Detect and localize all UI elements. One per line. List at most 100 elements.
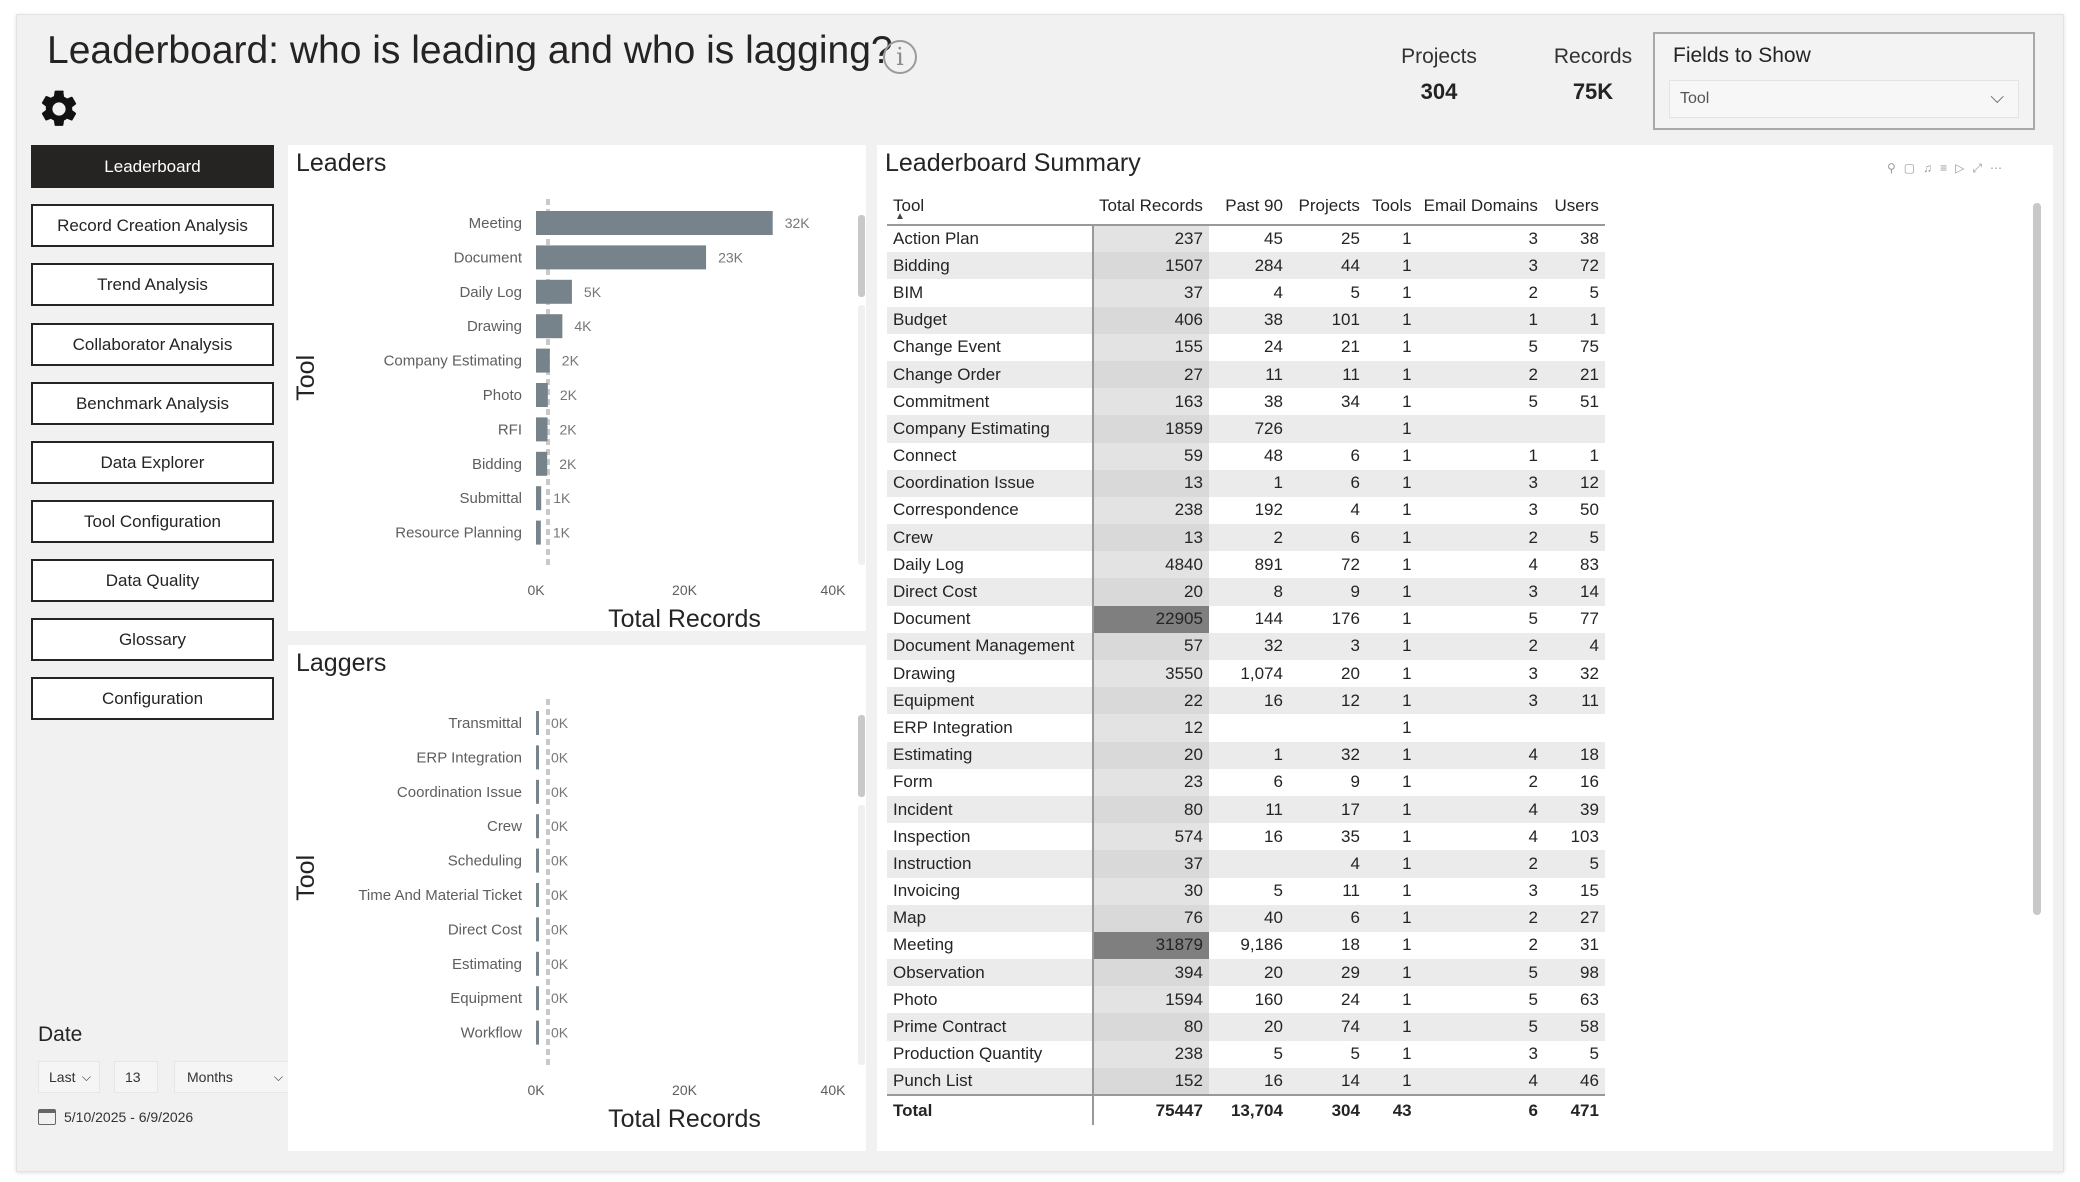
- table-row[interactable]: Map 76 40 6 1 2 27: [887, 904, 1605, 932]
- table-row[interactable]: Action Plan 237 45 25 1 3 38: [887, 225, 1605, 253]
- bar[interactable]: [536, 951, 539, 976]
- table-cell: 1: [1365, 415, 1418, 443]
- nav-leaderboard[interactable]: Leaderboard: [31, 145, 274, 188]
- table-row[interactable]: BIM 37 4 5 1 2 5: [887, 279, 1605, 307]
- nav-trend-analysis[interactable]: Trend Analysis: [31, 263, 274, 306]
- date-mode-dropdown[interactable]: Last ⌵: [38, 1061, 100, 1093]
- table-cell: 98: [1543, 959, 1605, 987]
- table-cell: 1: [1402, 282, 1412, 302]
- table-row[interactable]: Drawing 3550 1,074 20 1 3 32: [887, 660, 1605, 688]
- table-row[interactable]: Meeting 31879 9,186 18 1 2 31: [887, 931, 1605, 960]
- table-cell: [1417, 415, 1544, 443]
- bar[interactable]: [536, 451, 548, 476]
- table-row[interactable]: Inspection 574 16 35 1 4 103: [887, 823, 1605, 851]
- table-cell: 2: [1417, 524, 1544, 552]
- fields-to-show-dropdown[interactable]: Tool ⌵: [1669, 80, 2019, 118]
- bar[interactable]: [536, 314, 563, 339]
- bar[interactable]: [536, 917, 539, 942]
- table-row[interactable]: Direct Cost 20 8 9 1 3 14: [887, 578, 1605, 606]
- info-icon[interactable]: i: [883, 40, 917, 74]
- table-row[interactable]: Production Quantity 238 5 5 1 3 5: [887, 1040, 1605, 1068]
- table-row[interactable]: Daily Log 4840 891 72 1 4 83: [887, 551, 1605, 579]
- nav-glossary[interactable]: Glossary: [31, 618, 274, 661]
- table-row[interactable]: Invoicing 30 5 11 1 3 15: [887, 877, 1605, 905]
- table-row[interactable]: Budget 406 38 101 1 1 1: [887, 306, 1605, 334]
- column-header[interactable]: Projects: [1288, 187, 1366, 226]
- table-row[interactable]: Equipment 22 16 12 1 3 11: [887, 687, 1605, 715]
- column-header[interactable]: Email Domains: [1417, 187, 1544, 226]
- bar[interactable]: [536, 245, 707, 270]
- bar[interactable]: [536, 417, 548, 442]
- table-cell: 5: [1528, 337, 1538, 357]
- chart-scrollbar[interactable]: [858, 215, 865, 297]
- nav-collaborator-analysis[interactable]: Collaborator Analysis: [31, 323, 274, 366]
- table-cell: 27: [1093, 360, 1209, 389]
- date-unit-dropdown[interactable]: Months ⌵: [174, 1061, 292, 1093]
- bar[interactable]: [536, 711, 539, 735]
- table-cell: 21: [1543, 360, 1605, 389]
- bar[interactable]: [536, 383, 548, 407]
- bar[interactable]: [536, 883, 539, 907]
- table-row[interactable]: Punch List 152 16 14 1 4 46: [887, 1067, 1605, 1095]
- table-row[interactable]: Change Order 27 11 11 1 2 21: [887, 360, 1605, 389]
- chart-scrollbar[interactable]: [858, 715, 865, 797]
- column-header[interactable]: Tool ▲: [887, 187, 1093, 226]
- bar[interactable]: [536, 211, 773, 235]
- table-row[interactable]: Prime Contract 80 20 74 1 5 58: [887, 1013, 1605, 1041]
- table-cell: 1859: [1093, 415, 1209, 443]
- table-row[interactable]: Correspondence 238 192 4 1 3 50: [887, 496, 1605, 525]
- bar[interactable]: [536, 745, 539, 770]
- table-row[interactable]: Connect 59 48 6 1 1 1: [887, 442, 1605, 470]
- visual-header-icons[interactable]: ⚲▢♫≡▷⤢⋯: [1887, 161, 2010, 175]
- bar[interactable]: [536, 986, 539, 1011]
- leaders-chart-panel: Leaders Meeting 32K Document 23K Daily Log 5K…: [288, 145, 866, 631]
- table-cell: 1: [1208, 469, 1289, 497]
- nav-data-explorer[interactable]: Data Explorer: [31, 441, 274, 484]
- bar[interactable]: [536, 814, 539, 839]
- bar[interactable]: [536, 848, 539, 873]
- table-row[interactable]: Coordination Issue 13 1 6 1 3 12: [887, 469, 1605, 497]
- bar[interactable]: [536, 279, 572, 304]
- table-cell: 3: [1528, 663, 1538, 683]
- column-header[interactable]: Tools: [1365, 187, 1418, 226]
- table-cell: 4840: [1093, 551, 1209, 579]
- table-row[interactable]: Form 23 6 9 1 2 16: [887, 768, 1605, 796]
- table-row[interactable]: Bidding 1507 284 44 1 3 72: [887, 252, 1605, 280]
- bar[interactable]: [536, 486, 542, 511]
- bar[interactable]: [536, 779, 539, 804]
- bar[interactable]: [536, 520, 541, 545]
- table-row[interactable]: Photo 1594 160 24 1 5 63: [887, 986, 1605, 1014]
- table-row[interactable]: Incident 80 11 17 1 4 39: [887, 795, 1605, 824]
- table-row[interactable]: Document 22905 144 176 1 5 77: [887, 605, 1605, 633]
- nav-benchmark-analysis[interactable]: Benchmark Analysis: [31, 382, 274, 425]
- table-row[interactable]: Crew 13 2 6 1 2 5: [887, 524, 1605, 552]
- table-row[interactable]: Instruction 37 4 1 2 5: [887, 850, 1605, 878]
- summary-scrollbar[interactable]: [2033, 203, 2041, 915]
- nav-data-quality[interactable]: Data Quality: [31, 559, 274, 602]
- table-row[interactable]: Change Event 155 24 21 1 5 75: [887, 333, 1605, 361]
- column-header[interactable]: Users: [1543, 187, 1605, 226]
- gear-icon[interactable]: [37, 87, 81, 131]
- calendar-icon: [38, 1109, 56, 1125]
- table-cell: 45: [1264, 229, 1283, 249]
- total-cell: 304: [1288, 1094, 1366, 1125]
- date-count-input[interactable]: 13: [114, 1061, 158, 1093]
- nav-tool-configuration[interactable]: Tool Configuration: [31, 500, 274, 543]
- table-row[interactable]: Document Management 57 32 3 1 2 4: [887, 632, 1605, 660]
- bar[interactable]: [536, 348, 550, 373]
- column-header[interactable]: Past 90: [1208, 187, 1289, 226]
- nav-configuration[interactable]: Configuration: [31, 677, 274, 720]
- table-cell: 1: [1402, 391, 1412, 411]
- table-row[interactable]: Observation 394 20 29 1 5 98: [887, 959, 1605, 987]
- date-range[interactable]: 5/10/2025 - 6/9/2026: [38, 1109, 193, 1125]
- bar[interactable]: [536, 1020, 539, 1045]
- table-row[interactable]: ERP Integration 12 1: [887, 714, 1605, 742]
- table-row[interactable]: Company Estimating 1859 726 1: [887, 415, 1605, 443]
- table-row[interactable]: Commitment 163 38 34 1 5 51: [887, 388, 1605, 416]
- table-row[interactable]: Estimating 20 1 32 1 4 18: [887, 741, 1605, 769]
- column-header[interactable]: Total Records: [1093, 187, 1209, 226]
- nav-record-creation-analysis[interactable]: Record Creation Analysis: [31, 204, 274, 247]
- x-tick-label: 0K: [527, 1082, 545, 1098]
- table-cell: 16: [1208, 1067, 1289, 1095]
- table-cell: 4: [1417, 741, 1544, 769]
